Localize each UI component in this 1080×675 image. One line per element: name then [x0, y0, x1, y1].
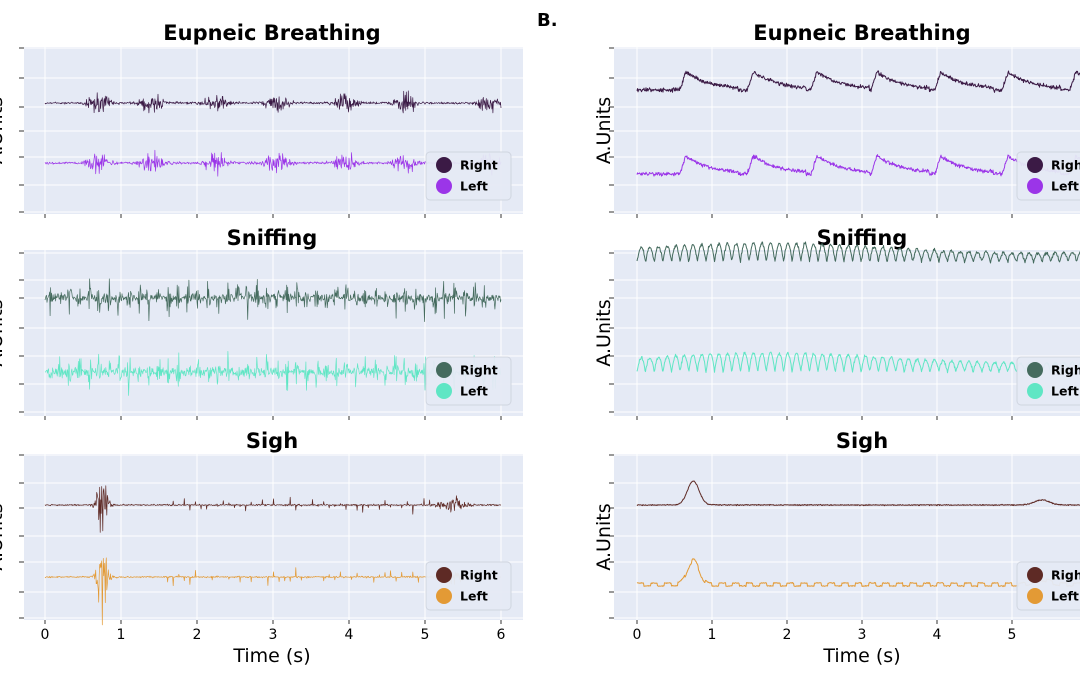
series-right-line [636, 241, 1080, 264]
legend-label: Right [460, 158, 498, 173]
chart-1-2: Sigh A.Units 0 1 2 3 4 5 Time (s) Right Left [593, 429, 1080, 667]
x-tick-label: 6 [497, 627, 506, 643]
chart-title: Sniffing [817, 226, 908, 250]
legend-marker [436, 362, 452, 378]
chart-0-1: Sniffing A.Units Right Left [0, 226, 523, 420]
series-left-line [44, 149, 502, 177]
series-left-line [636, 558, 1080, 588]
chart-1-0: Eupneic Breathing A.Units Right Left [593, 21, 1080, 218]
y-axis-label: A.Units [0, 503, 7, 570]
x-tick-label: 4 [933, 627, 942, 643]
chart-title: Sigh [836, 429, 888, 453]
legend-marker [1027, 383, 1043, 399]
legend-label: Right [460, 363, 498, 378]
x-tick-label: 3 [269, 627, 278, 643]
legend-label: Left [460, 179, 488, 194]
series-right-line [44, 90, 502, 114]
chart-1-1: Sniffing A.Units Right Left [593, 226, 1080, 420]
series-left-line [44, 557, 502, 626]
chart-0-0: Eupneic Breathing A.Units Right Left [0, 21, 523, 218]
legend-marker [1027, 178, 1043, 194]
x-tick-label: 5 [1008, 627, 1017, 643]
legend-marker [436, 383, 452, 399]
series-right-line [636, 70, 1080, 93]
x-tick-label: 2 [193, 627, 202, 643]
series-left-line [44, 351, 502, 396]
plot-background [614, 454, 1080, 620]
chart-title: Sniffing [227, 226, 318, 250]
series-left-line [636, 154, 1080, 177]
legend-label: Left [460, 384, 488, 399]
x-tick-label: 1 [117, 627, 126, 643]
legend-label: Left [1051, 179, 1079, 194]
series-right-line [44, 485, 502, 533]
x-tick-label: 1 [708, 627, 717, 643]
x-tick-label: 2 [783, 627, 792, 643]
plot-background [614, 250, 1080, 416]
legend-label: Right [1051, 363, 1080, 378]
y-axis-label: A.Units [0, 299, 7, 366]
x-tick-label: 4 [345, 627, 354, 643]
legend-label: Left [460, 589, 488, 604]
legend-marker [436, 157, 452, 173]
y-axis-label: A.Units [593, 503, 615, 570]
legend-label: Right [1051, 158, 1080, 173]
legend-marker [1027, 567, 1043, 583]
legend-label: Left [1051, 589, 1079, 604]
x-tick-label: 0 [41, 627, 50, 643]
x-axis-label: Time (s) [822, 645, 900, 667]
series-left-line [636, 351, 1080, 374]
series-right-line [44, 278, 502, 322]
series-right-line [636, 480, 1080, 507]
legend-label: Left [1051, 384, 1079, 399]
chart-title: Eupneic Breathing [753, 21, 970, 45]
legend-marker [436, 178, 452, 194]
x-tick-label: 5 [421, 627, 430, 643]
legend-label: Right [460, 568, 498, 583]
panel-label-b: B. [537, 10, 558, 31]
legend-marker [1027, 588, 1043, 604]
x-tick-label: 0 [633, 627, 642, 643]
chart-0-2: Sigh A.Units 0 1 2 3 4 5 6 Time (s) Right Left [0, 429, 523, 667]
x-axis-label: Time (s) [232, 645, 310, 667]
chart-title: Eupneic Breathing [163, 21, 380, 45]
x-tick-label: 3 [858, 627, 867, 643]
legend-marker [1027, 157, 1043, 173]
chart-title: Sigh [246, 429, 298, 453]
y-axis-label: A.Units [593, 97, 615, 164]
legend-marker [1027, 362, 1043, 378]
legend-label: Right [1051, 568, 1080, 583]
legend-marker [436, 567, 452, 583]
legend-marker [436, 588, 452, 604]
y-axis-label: A.Units [0, 97, 7, 164]
y-axis-label: A.Units [593, 299, 615, 366]
